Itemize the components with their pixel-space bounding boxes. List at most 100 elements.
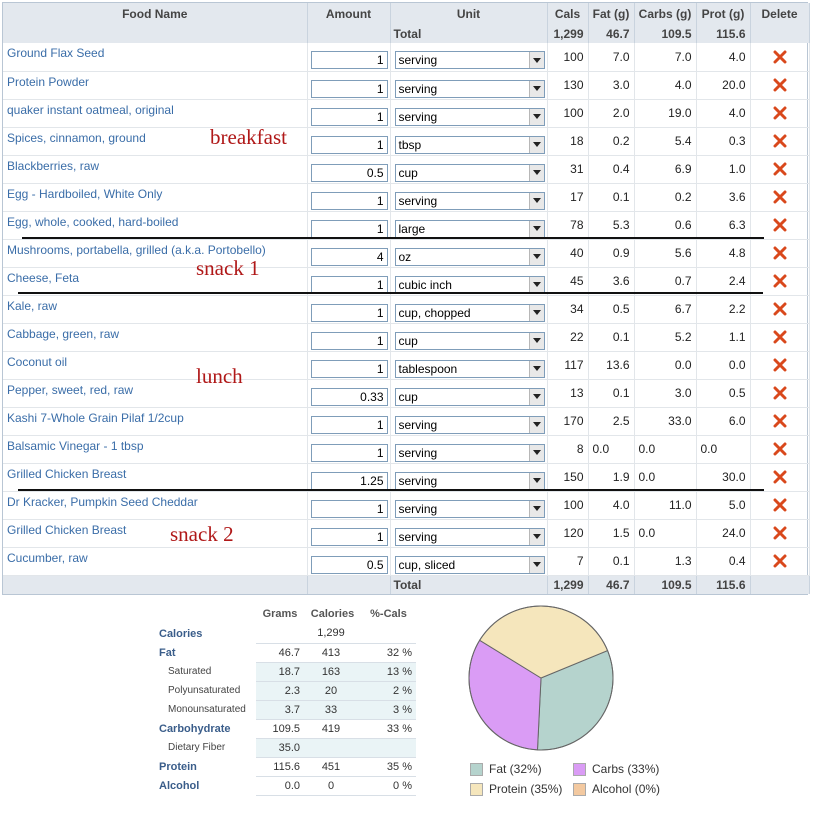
amount-input[interactable] <box>310 107 388 126</box>
amount-input[interactable] <box>310 555 388 574</box>
dropdown-arrow-icon[interactable] <box>528 472 544 489</box>
delete-x-icon[interactable] <box>773 330 787 344</box>
food-name-link[interactable]: Kale, raw <box>3 295 308 324</box>
food-name-link[interactable]: Cucumber, raw <box>3 547 308 576</box>
delete-x-icon[interactable] <box>773 218 787 232</box>
dropdown-arrow-icon[interactable] <box>528 360 544 377</box>
unit-select[interactable]: serving <box>394 443 545 462</box>
dropdown-arrow-icon[interactable] <box>528 528 544 545</box>
unit-select[interactable]: cup, sliced <box>394 555 545 574</box>
dropdown-arrow-icon[interactable] <box>528 416 544 433</box>
amount-input[interactable] <box>310 219 388 238</box>
delete-x-icon[interactable] <box>773 134 787 148</box>
amount-input[interactable] <box>310 275 388 294</box>
amount-input[interactable] <box>310 359 388 378</box>
unit-select[interactable]: serving <box>394 499 545 518</box>
food-name-link[interactable]: Pepper, sweet, red, raw <box>3 379 308 408</box>
delete-x-icon[interactable] <box>773 442 787 456</box>
dropdown-arrow-icon[interactable] <box>528 164 544 181</box>
amount-input[interactable] <box>310 331 388 350</box>
unit-select[interactable]: serving <box>394 415 545 434</box>
dropdown-arrow-icon[interactable] <box>528 108 544 125</box>
delete-x-icon[interactable] <box>773 162 787 176</box>
unit-select[interactable]: tablespoon <box>394 359 545 378</box>
food-name-link[interactable]: Grilled Chicken Breast <box>3 519 308 548</box>
amount-input[interactable] <box>310 387 388 406</box>
amount-input[interactable] <box>310 247 388 266</box>
dropdown-arrow-icon[interactable] <box>528 136 544 153</box>
food-name-link[interactable]: Blackberries, raw <box>3 155 308 184</box>
dropdown-arrow-icon[interactable] <box>528 80 544 97</box>
food-name-link[interactable]: Spices, cinnamon, ground <box>3 127 308 156</box>
food-name-link[interactable]: Kashi 7-Whole Grain Pilaf 1/2cup <box>3 407 308 436</box>
unit-select[interactable]: serving <box>394 471 545 490</box>
delete-x-icon[interactable] <box>773 106 787 120</box>
amount-input[interactable] <box>310 135 388 154</box>
col-header-fat[interactable]: Fat (g) <box>588 3 635 24</box>
dropdown-arrow-icon[interactable] <box>528 192 544 209</box>
amount-input[interactable] <box>310 51 388 70</box>
unit-select[interactable]: serving <box>394 107 545 126</box>
col-header-cals[interactable]: Cals <box>547 3 589 24</box>
delete-x-icon[interactable] <box>773 190 787 204</box>
delete-x-icon[interactable] <box>773 246 787 260</box>
delete-x-icon[interactable] <box>773 386 787 400</box>
dropdown-arrow-icon[interactable] <box>528 52 544 69</box>
col-header-carbs[interactable]: Carbs (g) <box>634 3 697 24</box>
food-name-link[interactable]: Ground Flax Seed <box>3 43 308 72</box>
amount-input[interactable] <box>310 163 388 182</box>
amount-input[interactable] <box>310 79 388 98</box>
amount-input[interactable] <box>310 415 388 434</box>
dropdown-arrow-icon[interactable] <box>528 500 544 517</box>
col-header-unit[interactable]: Unit <box>390 3 548 24</box>
unit-select[interactable]: tbsp <box>394 135 545 154</box>
unit-select[interactable]: cup, chopped <box>394 303 545 322</box>
amount-input[interactable] <box>310 499 388 518</box>
unit-select[interactable]: oz <box>394 247 545 266</box>
food-name-link[interactable]: Egg - Hardboiled, White Only <box>3 183 308 212</box>
dropdown-arrow-icon[interactable] <box>528 276 544 293</box>
delete-x-icon[interactable] <box>773 526 787 540</box>
unit-select[interactable]: cup <box>394 163 545 182</box>
amount-input[interactable] <box>310 527 388 546</box>
unit-select[interactable]: cup <box>394 387 545 406</box>
unit-select[interactable]: serving <box>394 191 545 210</box>
col-header-prot[interactable]: Prot (g) <box>696 3 751 24</box>
delete-x-icon[interactable] <box>773 302 787 316</box>
col-header-amount[interactable]: Amount <box>307 3 391 24</box>
amount-input[interactable] <box>310 443 388 462</box>
delete-x-icon[interactable] <box>773 358 787 372</box>
dropdown-arrow-icon[interactable] <box>528 220 544 237</box>
dropdown-arrow-icon[interactable] <box>528 304 544 321</box>
food-name-link[interactable]: Dr Kracker, Pumpkin Seed Cheddar <box>3 491 308 520</box>
delete-x-icon[interactable] <box>773 78 787 92</box>
col-header-food-name[interactable]: Food Name <box>3 3 308 24</box>
amount-input[interactable] <box>310 191 388 210</box>
amount-input[interactable] <box>310 303 388 322</box>
unit-select[interactable]: large <box>394 219 545 238</box>
delete-x-icon[interactable] <box>773 274 787 288</box>
dropdown-arrow-icon[interactable] <box>528 332 544 349</box>
food-name-link[interactable]: Cheese, Feta <box>3 267 308 296</box>
delete-x-icon[interactable] <box>773 414 787 428</box>
food-name-link[interactable]: Cabbage, green, raw <box>3 323 308 352</box>
unit-select[interactable]: cup <box>394 331 545 350</box>
unit-select[interactable]: serving <box>394 79 545 98</box>
dropdown-arrow-icon[interactable] <box>528 444 544 461</box>
food-name-link[interactable]: Grilled Chicken Breast <box>3 463 308 492</box>
food-name-link[interactable]: Coconut oil <box>3 351 308 380</box>
amount-input[interactable] <box>310 471 388 490</box>
delete-x-icon[interactable] <box>773 498 787 512</box>
unit-select[interactable]: cubic inch <box>394 275 545 294</box>
food-name-link[interactable]: Balsamic Vinegar - 1 tbsp <box>3 435 308 464</box>
delete-x-icon[interactable] <box>773 470 787 484</box>
food-name-link[interactable]: Protein Powder <box>3 71 308 100</box>
delete-x-icon[interactable] <box>773 554 787 568</box>
food-name-link[interactable]: Egg, whole, cooked, hard-boiled <box>3 211 308 240</box>
unit-select[interactable]: serving <box>394 527 545 546</box>
dropdown-arrow-icon[interactable] <box>528 556 544 573</box>
dropdown-arrow-icon[interactable] <box>528 388 544 405</box>
delete-x-icon[interactable] <box>773 50 787 64</box>
food-name-link[interactable]: Mushrooms, portabella, grilled (a.k.a. P… <box>3 239 308 268</box>
unit-select[interactable]: serving <box>394 51 545 70</box>
